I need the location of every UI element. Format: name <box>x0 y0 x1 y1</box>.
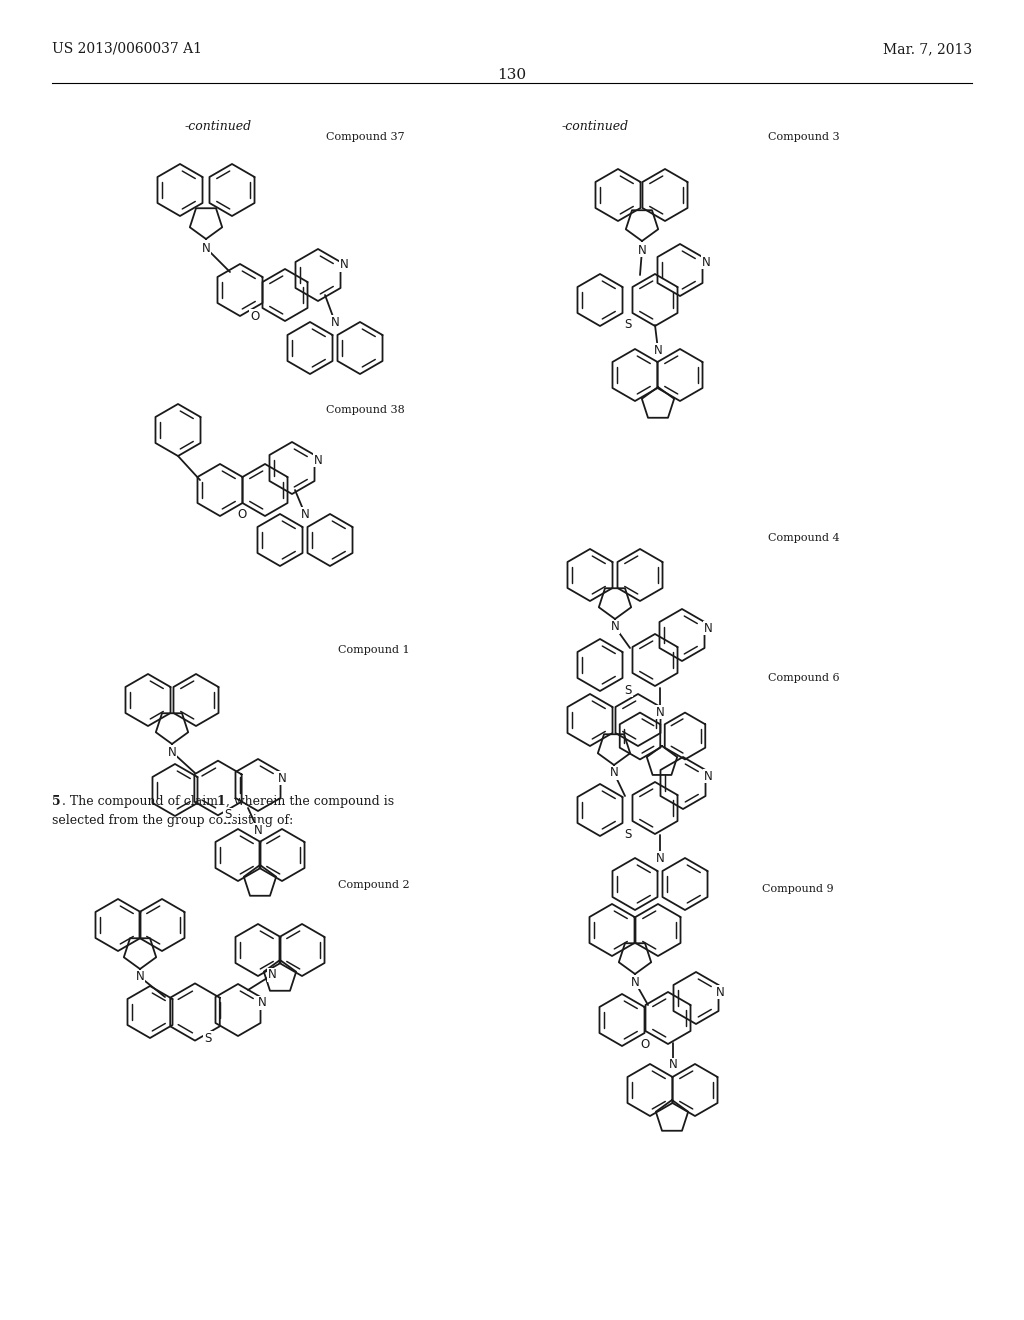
Text: Compound 37: Compound 37 <box>326 132 404 143</box>
Text: , wherein the compound is: , wherein the compound is <box>226 795 394 808</box>
Text: 1: 1 <box>216 795 224 808</box>
Text: S: S <box>625 829 632 842</box>
Text: N: N <box>703 622 713 635</box>
Text: N: N <box>135 970 144 983</box>
Text: N: N <box>638 243 646 256</box>
Text: Mar. 7, 2013: Mar. 7, 2013 <box>883 42 972 55</box>
Text: N: N <box>267 969 276 982</box>
Text: Compound 2: Compound 2 <box>338 880 410 890</box>
Text: S: S <box>625 318 632 331</box>
Text: O: O <box>251 309 260 322</box>
Text: O: O <box>640 1039 649 1052</box>
Text: S: S <box>224 808 231 821</box>
Text: N: N <box>653 343 663 356</box>
Text: N: N <box>202 242 210 255</box>
Text: S: S <box>625 684 632 697</box>
Text: 5: 5 <box>52 795 60 808</box>
Text: Compound 38: Compound 38 <box>326 405 404 414</box>
Text: N: N <box>258 997 266 1010</box>
Text: selected from the group consisting of:: selected from the group consisting of: <box>52 814 293 828</box>
Text: N: N <box>701 256 711 268</box>
Text: Compound 9: Compound 9 <box>762 884 834 894</box>
Text: N: N <box>609 767 618 780</box>
Text: N: N <box>301 507 309 520</box>
Text: N: N <box>340 259 348 272</box>
Text: -continued: -continued <box>185 120 252 133</box>
Text: US 2013/0060037 A1: US 2013/0060037 A1 <box>52 42 202 55</box>
Text: 130: 130 <box>498 69 526 82</box>
Text: N: N <box>313 454 323 466</box>
Text: N: N <box>631 975 639 989</box>
Text: . The compound of claim: . The compound of claim <box>62 795 222 808</box>
Text: N: N <box>703 770 713 783</box>
Text: N: N <box>655 851 665 865</box>
Text: Compound 1: Compound 1 <box>338 645 410 655</box>
Text: S: S <box>205 1031 212 1044</box>
Text: N: N <box>254 824 262 837</box>
Text: N: N <box>168 746 176 759</box>
Text: Compound 4: Compound 4 <box>768 533 840 543</box>
Text: N: N <box>655 705 665 718</box>
Text: -continued: -continued <box>562 120 629 133</box>
Text: N: N <box>610 620 620 634</box>
Text: N: N <box>669 1059 677 1072</box>
Text: N: N <box>331 315 339 329</box>
Text: N: N <box>278 771 287 784</box>
Text: N: N <box>716 986 724 998</box>
Text: O: O <box>238 508 247 521</box>
Text: Compound 3: Compound 3 <box>768 132 840 143</box>
Text: Compound 6: Compound 6 <box>768 673 840 682</box>
